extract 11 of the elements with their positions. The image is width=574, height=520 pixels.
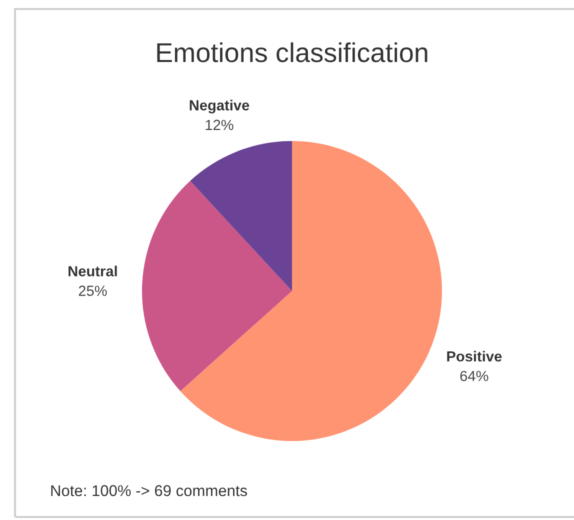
pie-slice xyxy=(190,141,292,291)
pie-slice xyxy=(180,141,442,441)
pie-slice xyxy=(142,180,292,392)
text: Note: 100% -> 69 comments xyxy=(51,485,248,496)
slice-label: Neutral xyxy=(68,266,117,276)
slice-label: Negative xyxy=(190,100,250,114)
slice-label: Positive xyxy=(447,350,502,362)
chart-title: Emotions classification xyxy=(157,42,428,62)
data-label: 12% xyxy=(206,120,234,130)
data-label: 64% xyxy=(460,370,488,382)
data-label: 25% xyxy=(78,286,107,296)
